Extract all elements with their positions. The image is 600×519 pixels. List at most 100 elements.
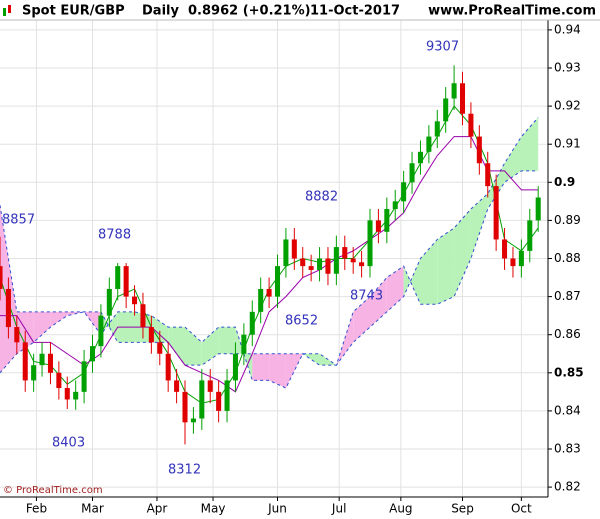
- candle-body: [375, 220, 381, 232]
- cloud-segment: [269, 353, 286, 389]
- candle-body: [190, 418, 196, 423]
- annotation: 8857: [2, 213, 35, 228]
- candle-body: [493, 186, 499, 240]
- x-tick-label: Jun: [267, 502, 287, 516]
- annotation: 8403: [52, 436, 85, 451]
- candle-body: [47, 353, 53, 373]
- candle-body: [485, 163, 491, 187]
- logo: [3, 5, 11, 16]
- cloud-segment: [454, 208, 471, 297]
- candle-body: [443, 98, 449, 122]
- candle-body: [518, 250, 524, 267]
- symbol: Spot EUR/GBP: [22, 4, 125, 19]
- annotation: 9307: [426, 40, 459, 55]
- candle-body: [367, 220, 373, 267]
- candle-body: [81, 361, 87, 392]
- candle-body: [132, 296, 138, 305]
- candle-body: [342, 247, 348, 259]
- cloud-segment: [521, 117, 539, 171]
- y-tick-label: 0.91: [554, 137, 581, 151]
- cloud-edge: [0, 117, 539, 389]
- candle-body: [325, 258, 331, 274]
- x-tick-label: Aug: [389, 502, 412, 516]
- x-tick-label: May: [201, 502, 226, 516]
- y-tick-label: 0.85: [554, 365, 584, 379]
- cloud-segment: [370, 277, 387, 328]
- period: Daily: [142, 4, 179, 19]
- y-tick-label: 0.92: [554, 99, 581, 113]
- candle-body: [409, 163, 415, 183]
- candle-body: [224, 380, 230, 411]
- cloud-segment: [168, 327, 186, 366]
- y-tick-label: 0.83: [554, 441, 581, 455]
- candle-body: [434, 121, 440, 137]
- candle-body: [510, 258, 516, 267]
- candle-body: [274, 266, 281, 297]
- candle-body: [31, 365, 37, 381]
- candle-body: [426, 136, 432, 152]
- candle-body: [14, 327, 20, 343]
- candle-body: [258, 288, 264, 312]
- candle-body: [5, 288, 11, 328]
- cloud-segment: [218, 327, 236, 354]
- candle-body: [64, 388, 70, 400]
- annotation: 8312: [168, 463, 201, 478]
- candle-body: [241, 334, 247, 354]
- cloud-segment: [33, 311, 51, 343]
- candle-body: [174, 380, 180, 392]
- y-tick-label: 0.94: [554, 22, 581, 36]
- candle-body: [502, 239, 508, 259]
- annotation: 8788: [98, 228, 131, 243]
- cloud-segment: [403, 258, 421, 305]
- candle-body: [115, 266, 121, 289]
- x-tick-label: Apr: [147, 502, 168, 516]
- cloud-segment: [353, 296, 371, 343]
- y-tick-label: 0.93: [554, 61, 581, 75]
- candle-body: [199, 380, 205, 419]
- candle-body: [451, 83, 457, 99]
- footer: © ProRealTime.com: [3, 485, 103, 496]
- candle-body: [283, 239, 289, 267]
- candle-body: [476, 136, 482, 164]
- candle-body: [317, 258, 323, 270]
- x-tick-label: Jul: [331, 502, 346, 516]
- x-tick-label: Sep: [451, 502, 474, 516]
- candle-body: [266, 288, 272, 297]
- candle-body: [459, 83, 466, 114]
- candle-body: [392, 201, 398, 209]
- annotation: 8652: [285, 314, 318, 329]
- candle-body: [232, 353, 238, 381]
- x-tick-label: Feb: [26, 502, 47, 516]
- candle-body: [207, 380, 213, 392]
- cloud-segment: [420, 239, 438, 305]
- x-tick-label: Oct: [511, 502, 532, 516]
- annotation: 8743: [350, 289, 383, 304]
- candle-body: [140, 304, 146, 328]
- candle-body: [73, 391, 79, 400]
- candle-body: [22, 342, 28, 381]
- cloud-segment: [151, 315, 169, 343]
- y-tick-label: 0.89: [554, 213, 581, 227]
- candle-body: [535, 197, 541, 221]
- candle-body: [165, 353, 171, 381]
- y-tick-label: 0.87: [554, 289, 581, 303]
- last-price: 0.8962 (+0.21%): [188, 4, 311, 19]
- candle-body: [0, 266, 3, 289]
- plot-area: [0, 20, 548, 497]
- candle-body: [350, 258, 356, 263]
- candle-body: [123, 266, 129, 297]
- candle-body: [157, 342, 163, 354]
- cloud-edge: [0, 170, 539, 366]
- candle-body: [401, 182, 407, 202]
- y-tick-label: 0.84: [554, 403, 581, 417]
- candle-body: [89, 346, 96, 362]
- candle-body: [300, 258, 306, 267]
- cloud-segment: [100, 311, 118, 343]
- candle-body: [417, 151, 423, 164]
- cloud-segment: [50, 311, 68, 328]
- x-tick-label: Mar: [81, 502, 104, 516]
- indicator-line: [0, 136, 539, 393]
- candle-body: [291, 239, 297, 259]
- cloud-segment: [252, 353, 270, 381]
